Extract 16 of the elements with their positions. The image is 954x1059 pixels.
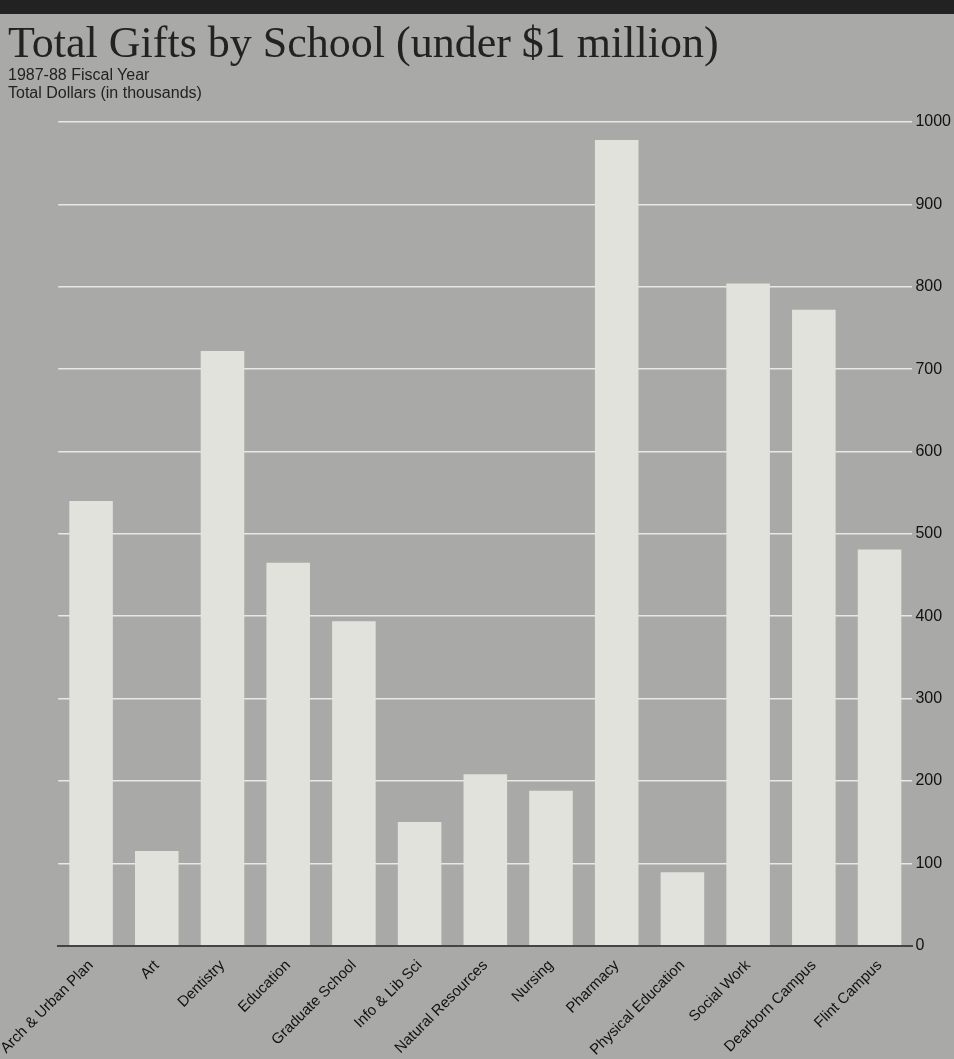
y-tick-label: 900	[915, 194, 943, 212]
y-tick-label: 100	[915, 853, 943, 871]
y-tick-label: 400	[915, 606, 943, 624]
y-tick-label: 600	[915, 441, 943, 459]
y-tick-label: 800	[915, 277, 943, 295]
y-tick-label: 1000	[915, 112, 952, 130]
y-axis-title: Total Dollars (in thousands)	[8, 84, 203, 102]
y-tick-label: 0	[915, 936, 925, 954]
chart-subtitle: 1987-88 Fiscal Year	[8, 66, 151, 84]
x-tick-label: Art	[136, 955, 163, 982]
y-tick-label: 200	[915, 771, 943, 789]
bar	[660, 872, 705, 945]
y-tick-label: 300	[915, 688, 943, 706]
chart-title: Total Gifts by School (under $1 million)	[8, 18, 720, 67]
y-tick-label: 500	[915, 524, 943, 542]
y-tick-label: 700	[915, 359, 943, 377]
